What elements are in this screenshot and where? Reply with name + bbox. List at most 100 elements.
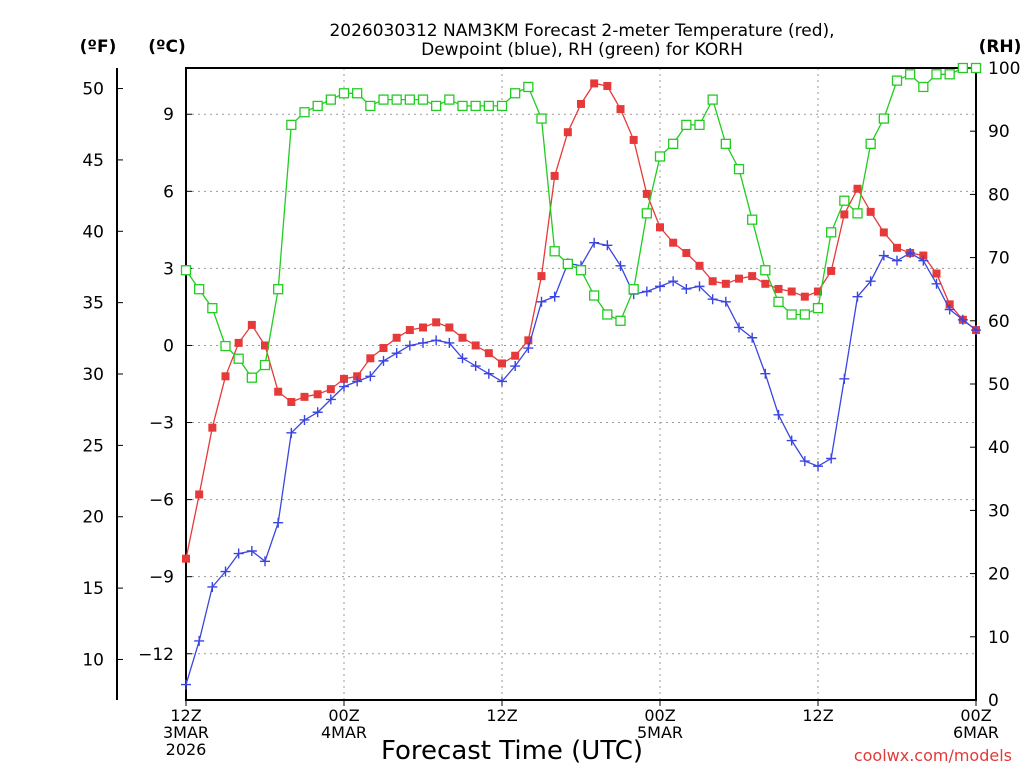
temperature-point: [721, 279, 730, 288]
temperature-point: [748, 272, 757, 281]
dewpoint-point: [786, 435, 797, 446]
plot-frame: [185, 67, 977, 701]
dewpoint-point: [589, 237, 600, 248]
rh-point: [944, 69, 955, 80]
rh-point: [760, 265, 771, 276]
rh-point: [404, 94, 415, 105]
fahrenheit-tick-label: 50: [82, 80, 104, 100]
temperature-point: [458, 333, 467, 342]
dewpoint-point: [694, 281, 705, 292]
temperature-point: [577, 99, 585, 108]
dewpoint-point: [220, 566, 231, 577]
dewpoint-point: [944, 304, 955, 315]
temperature-point: [814, 287, 822, 296]
dewpoint-point: [194, 635, 205, 646]
celsius-tick-label: 9: [163, 105, 174, 125]
dewpoint-point: [918, 255, 929, 266]
rh-point: [747, 214, 758, 225]
dewpoint-point: [207, 581, 218, 592]
temperature-point: [340, 374, 348, 383]
dewpoint-point: [181, 679, 191, 690]
rh-point: [707, 94, 718, 105]
temperature-point: [563, 128, 572, 137]
dewpoint-point: [536, 296, 547, 307]
chart-title-line2: Dewpoint (blue), RH (green) for KORH: [421, 40, 743, 60]
dewpoint-point: [799, 456, 810, 467]
celsius-tick-label: 6: [163, 182, 174, 202]
temperature-point: [642, 189, 651, 198]
rh-tick-label: 50: [988, 375, 1010, 395]
dewpoint-point: [655, 281, 665, 292]
dewpoint-point: [615, 260, 626, 271]
dewpoint-point: [707, 294, 718, 305]
temperature-point: [616, 105, 625, 114]
rh-tick-label: 70: [988, 249, 1010, 269]
temperature-point: [774, 284, 783, 293]
dewpoint-point: [312, 407, 323, 418]
rh-point: [681, 119, 692, 131]
celsius-unit-label: (ºC): [148, 37, 186, 57]
temperature-point: [919, 251, 928, 260]
rh-point: [720, 138, 731, 149]
rh-point: [852, 208, 863, 219]
temperature-point: [735, 274, 743, 283]
dewpoint-point: [892, 255, 902, 266]
dewpoint-point: [668, 276, 679, 287]
rh-tick-label: 60: [988, 312, 1010, 332]
fahrenheit-tick-label: 10: [82, 650, 104, 670]
dewpoint-point: [865, 276, 876, 287]
temperature-point: [879, 228, 888, 237]
temperature-point: [366, 354, 375, 363]
rh-point: [589, 290, 600, 301]
celsius-tick-label: −3: [149, 414, 174, 434]
rh-point: [628, 284, 639, 295]
temperature-point: [405, 326, 414, 335]
rh-point: [562, 258, 573, 270]
fahrenheit-tick-label: 45: [82, 151, 104, 171]
rh-point: [496, 100, 508, 112]
temperature-point: [511, 351, 520, 360]
chart-title-line1: 2026030312 NAM3KM Forecast 2-meter Tempe…: [329, 21, 834, 41]
temperature-point: [827, 266, 836, 275]
temperature-point: [484, 349, 493, 358]
rh-point: [338, 88, 350, 99]
dewpoint-point: [734, 322, 744, 333]
rh-point: [918, 81, 929, 93]
temperature-point: [445, 323, 454, 332]
rh-point: [641, 208, 652, 219]
temperature-point: [932, 269, 941, 278]
rh-point: [417, 94, 429, 105]
dewpoint-point: [260, 556, 270, 567]
rh-point: [259, 359, 271, 371]
celsius-tick-label: −9: [149, 568, 174, 588]
temperature-point: [471, 341, 480, 350]
rh-unit-label: (RH): [979, 37, 1022, 57]
x-tick-label: 3MAR: [163, 723, 209, 742]
rh-point: [549, 246, 560, 257]
rh-point: [654, 151, 666, 162]
celsius-tick-label: 0: [163, 336, 174, 356]
dewpoint-point: [826, 453, 837, 464]
x-tick-label: 6MAR: [953, 723, 999, 742]
dewpoint-point: [878, 250, 889, 261]
x-tick-label: 00Z: [960, 706, 991, 725]
temperature-point: [708, 277, 717, 286]
temperature-point: [853, 184, 862, 193]
rh-tick-label: 90: [988, 122, 1010, 142]
dewpoint-point: [273, 517, 284, 528]
rh-point: [207, 303, 218, 314]
dewpoint-point: [681, 283, 692, 294]
rh-point: [826, 227, 837, 238]
temperature-point: [221, 372, 230, 381]
dewpoint-point: [905, 247, 916, 258]
dewpoint-point: [325, 394, 336, 405]
temperature-point: [234, 338, 243, 347]
dewpoint-point: [233, 548, 244, 559]
x-tick-label: 5MAR: [637, 723, 683, 742]
temperature-point: [550, 171, 559, 180]
temperature-point: [195, 490, 204, 499]
rh-point: [575, 265, 587, 276]
rh-point: [325, 94, 336, 105]
rh-point: [194, 284, 205, 295]
rh-point: [536, 113, 547, 124]
